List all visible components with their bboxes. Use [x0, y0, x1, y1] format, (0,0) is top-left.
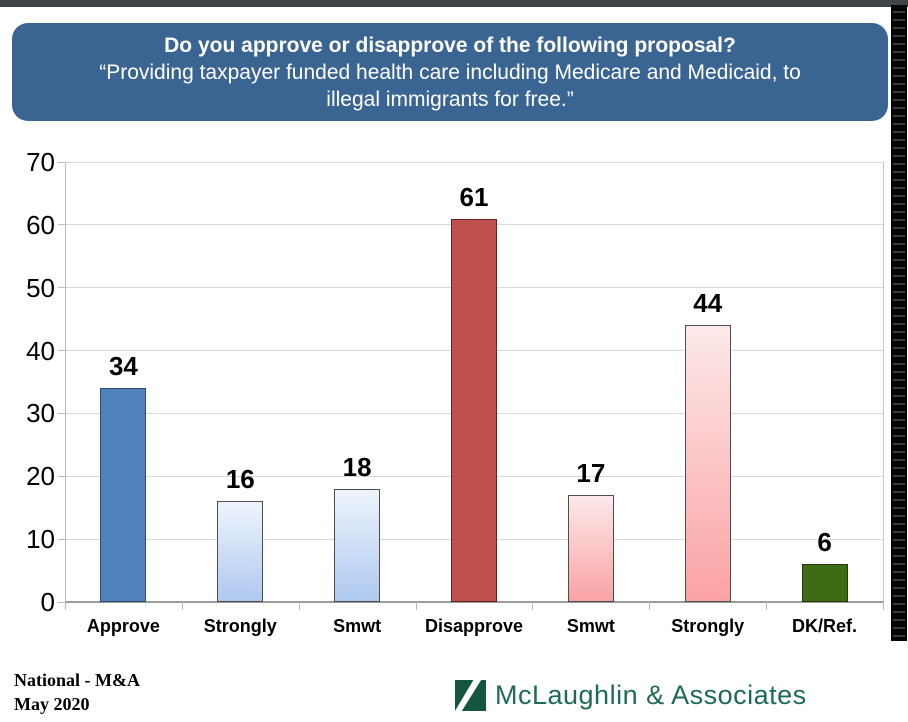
bar	[684, 325, 731, 602]
y-axis-line	[65, 162, 66, 602]
y-axis-tick	[58, 287, 65, 289]
y-axis-label: 40	[26, 335, 55, 366]
question-quote-line-1: “Providing taxpayer funded health care i…	[99, 61, 801, 84]
y-axis-label: 30	[26, 398, 55, 429]
footer-sample-label: National - M&A	[14, 670, 140, 690]
category-label: Smwt	[566, 616, 615, 636]
y-axis-tick	[58, 412, 65, 414]
bar	[100, 388, 147, 602]
y-axis-tick	[58, 350, 65, 352]
y-axis-label: 60	[26, 209, 55, 240]
bar	[801, 564, 848, 602]
footer-note: National - M&A May 2020	[14, 668, 140, 716]
bar-value-label: 34	[108, 351, 138, 382]
y-axis-tick	[58, 161, 65, 163]
x-axis-tick	[766, 602, 768, 610]
category-label: Strongly	[671, 616, 745, 636]
plot-right-border	[883, 162, 884, 602]
category-label: Approve	[86, 616, 160, 636]
x-axis-tick	[415, 602, 417, 610]
document-page-edge	[891, 5, 907, 641]
question-quote-line-2: illegal immigrants for free.”	[326, 88, 574, 111]
category-label: Smwt	[333, 616, 382, 636]
bar	[217, 501, 264, 602]
footer-date-label: May 2020	[14, 694, 90, 714]
mclaughlin-logo-icon	[455, 680, 486, 711]
category-label: DK/Ref.	[792, 616, 858, 636]
y-axis-tick	[58, 538, 65, 540]
y-axis-tick	[58, 601, 65, 603]
category-label: Strongly	[203, 616, 277, 636]
bar-value-label: 17	[576, 458, 606, 489]
gridline	[65, 161, 883, 163]
question-banner: Do you approve or disapprove of the foll…	[12, 23, 888, 121]
x-axis-tick	[181, 602, 183, 610]
bar	[334, 488, 381, 602]
bar-value-label: 6	[817, 527, 832, 558]
y-axis-label: 50	[26, 272, 55, 303]
bar-value-label: 61	[459, 181, 489, 212]
y-axis-label: 70	[26, 147, 55, 177]
x-axis-tick	[883, 602, 884, 610]
question-title: Do you approve or disapprove of the foll…	[164, 34, 736, 57]
y-axis-label: 20	[26, 461, 55, 492]
bar	[567, 495, 614, 602]
y-axis-label: 0	[40, 587, 55, 617]
window-top-bar	[0, 0, 908, 7]
mclaughlin-logo: McLaughlin & Associates	[455, 680, 807, 711]
bar-value-label: 16	[225, 464, 255, 495]
mclaughlin-logo-text: McLaughlin & Associates	[495, 680, 807, 710]
bar-value-label: 18	[342, 451, 372, 482]
y-axis-tick	[58, 224, 65, 226]
x-axis-tick	[65, 602, 66, 610]
x-axis-tick	[649, 602, 651, 610]
y-axis-label: 10	[26, 524, 55, 555]
x-axis-tick	[298, 602, 300, 610]
category-label: Disapprove	[424, 616, 524, 636]
x-axis-tick	[532, 602, 534, 610]
x-axis-line	[65, 601, 883, 603]
bar	[451, 218, 497, 602]
bar-value-label: 44	[693, 288, 723, 319]
y-axis-tick	[58, 475, 65, 477]
